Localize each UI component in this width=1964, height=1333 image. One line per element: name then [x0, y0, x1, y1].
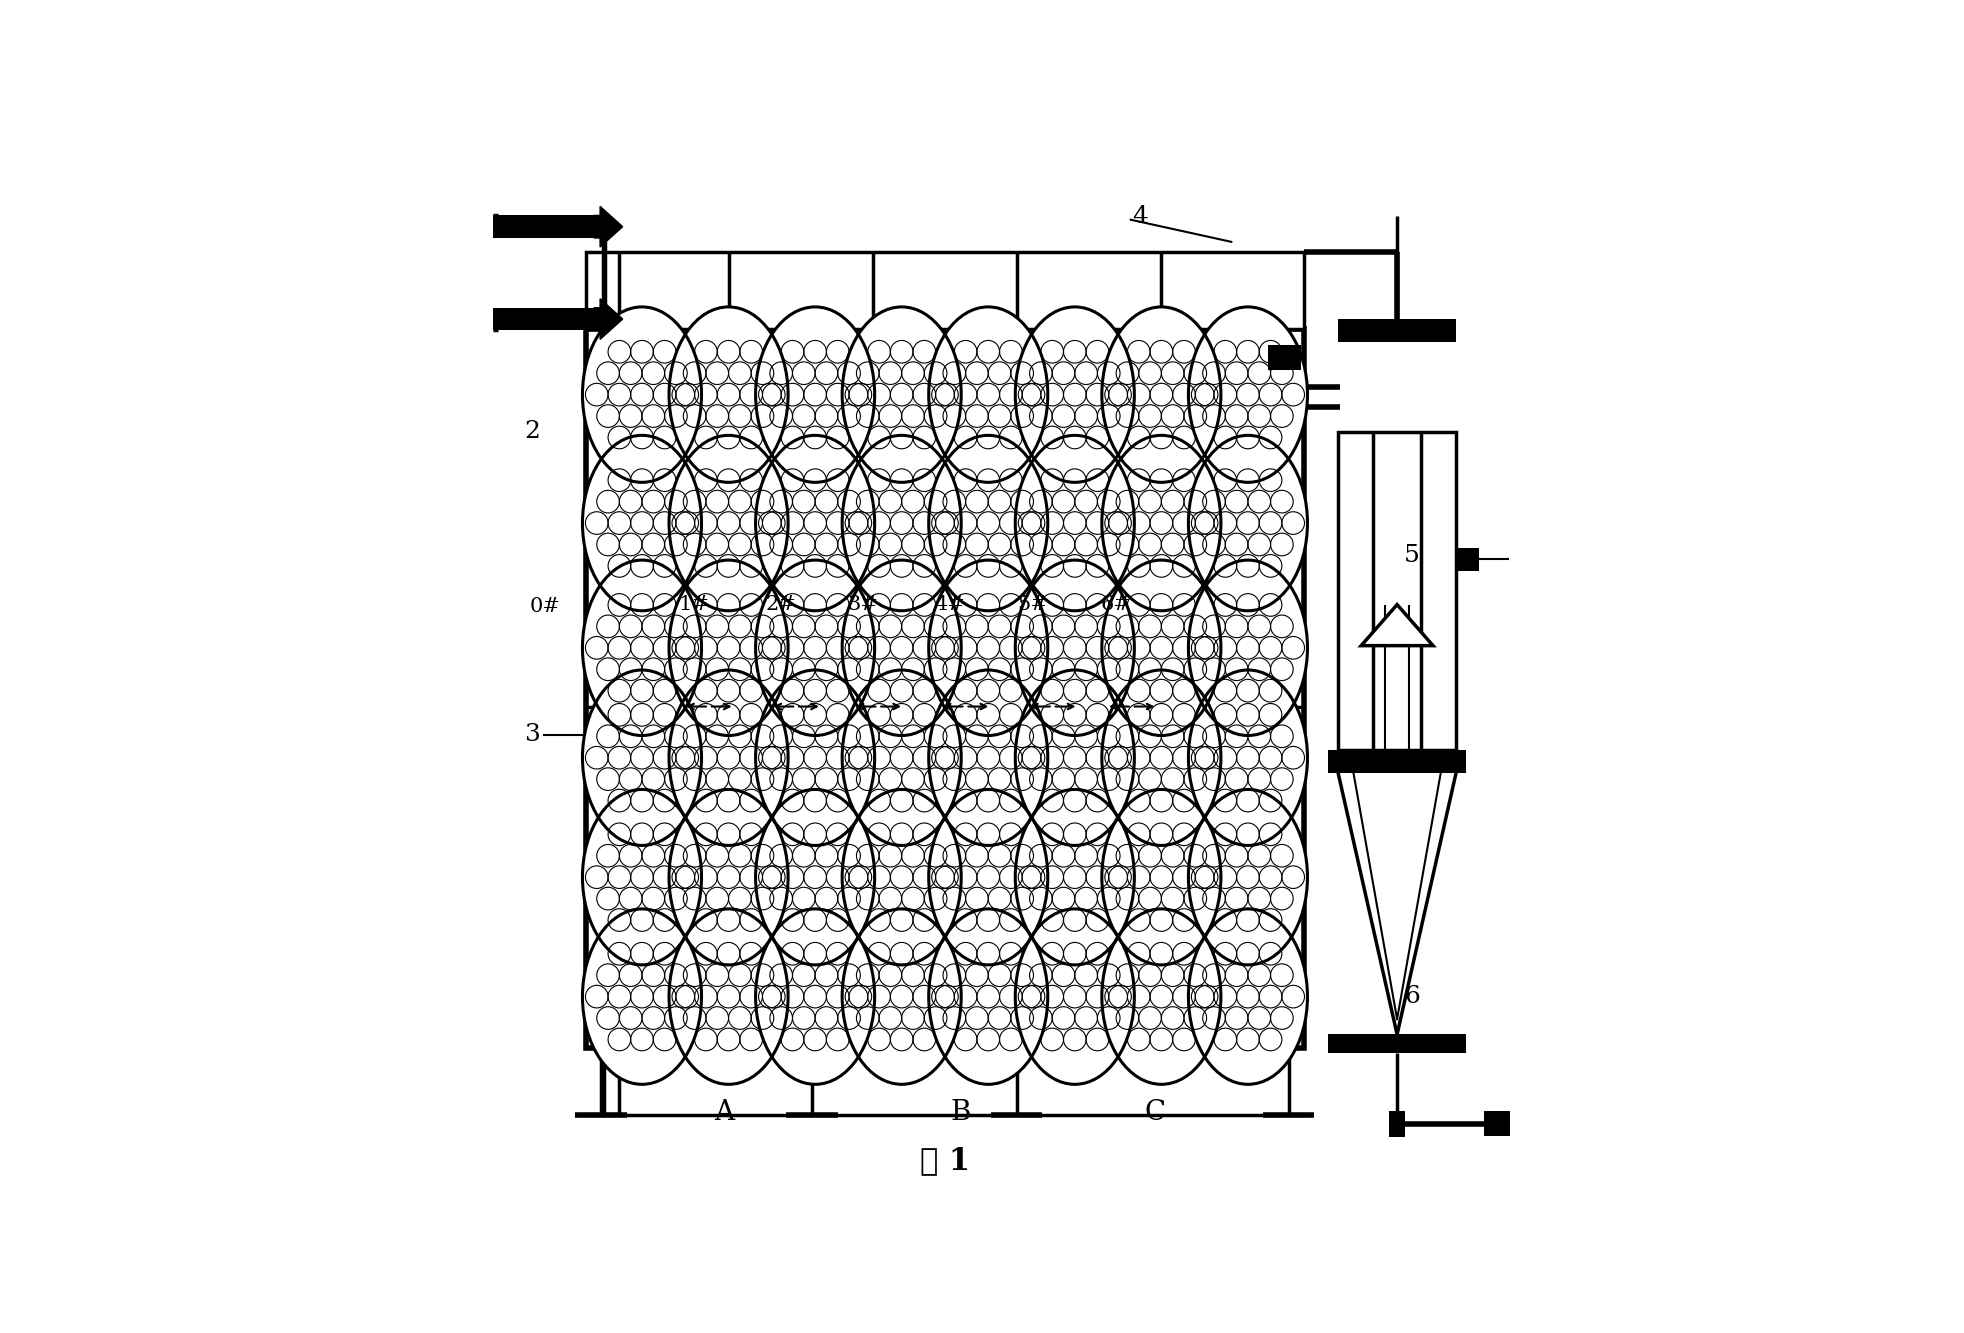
- Ellipse shape: [1188, 789, 1308, 965]
- Text: 6#: 6#: [1102, 595, 1131, 615]
- Text: 2: 2: [524, 420, 540, 444]
- Text: 5: 5: [1404, 544, 1420, 567]
- Text: 3: 3: [524, 724, 540, 746]
- Polygon shape: [1361, 605, 1434, 645]
- Ellipse shape: [756, 436, 874, 611]
- Text: 1: 1: [524, 308, 540, 331]
- Ellipse shape: [1015, 307, 1135, 483]
- Bar: [585, 329, 1304, 1048]
- Bar: [585, 252, 1304, 329]
- Ellipse shape: [670, 307, 788, 483]
- Ellipse shape: [583, 307, 701, 483]
- Bar: [1328, 750, 1467, 773]
- Text: C: C: [1145, 1098, 1167, 1126]
- Ellipse shape: [670, 670, 788, 845]
- Ellipse shape: [583, 436, 701, 611]
- Ellipse shape: [1102, 789, 1222, 965]
- FancyArrow shape: [593, 207, 623, 247]
- Ellipse shape: [929, 670, 1047, 845]
- Text: 3#: 3#: [846, 595, 878, 615]
- Ellipse shape: [670, 560, 788, 736]
- Ellipse shape: [1188, 307, 1308, 483]
- Ellipse shape: [929, 560, 1047, 736]
- Ellipse shape: [929, 909, 1047, 1084]
- Ellipse shape: [1102, 670, 1222, 845]
- Ellipse shape: [670, 789, 788, 965]
- Text: 图 1: 图 1: [919, 1145, 970, 1176]
- Ellipse shape: [1188, 670, 1308, 845]
- Text: 0#: 0#: [528, 597, 560, 616]
- Bar: [1485, 1112, 1510, 1136]
- Ellipse shape: [1188, 436, 1308, 611]
- Text: 2#: 2#: [766, 595, 795, 615]
- Bar: [1269, 345, 1300, 371]
- Ellipse shape: [756, 789, 874, 965]
- Ellipse shape: [1015, 670, 1135, 845]
- Text: 6: 6: [1404, 985, 1420, 1008]
- Text: 4#: 4#: [935, 595, 966, 615]
- Bar: [1337, 432, 1455, 750]
- Text: 4: 4: [1131, 205, 1147, 228]
- Ellipse shape: [670, 436, 788, 611]
- FancyArrow shape: [593, 299, 623, 340]
- Bar: [493, 216, 605, 239]
- Ellipse shape: [756, 670, 874, 845]
- Ellipse shape: [929, 789, 1047, 965]
- Bar: [1328, 1034, 1467, 1053]
- Ellipse shape: [583, 909, 701, 1084]
- Text: 1#: 1#: [678, 595, 709, 615]
- Ellipse shape: [843, 560, 960, 736]
- Ellipse shape: [843, 436, 960, 611]
- Ellipse shape: [583, 560, 701, 736]
- Ellipse shape: [1188, 909, 1308, 1084]
- Ellipse shape: [756, 560, 874, 736]
- Ellipse shape: [929, 436, 1047, 611]
- Ellipse shape: [843, 789, 960, 965]
- Ellipse shape: [929, 307, 1047, 483]
- Ellipse shape: [1102, 909, 1222, 1084]
- Bar: [1389, 1112, 1406, 1137]
- Ellipse shape: [1015, 789, 1135, 965]
- Ellipse shape: [756, 307, 874, 483]
- Bar: [1455, 548, 1479, 571]
- Ellipse shape: [843, 307, 960, 483]
- Ellipse shape: [1015, 436, 1135, 611]
- Ellipse shape: [583, 670, 701, 845]
- Text: A: A: [715, 1098, 735, 1126]
- Text: 5#: 5#: [1017, 595, 1047, 615]
- Ellipse shape: [1188, 560, 1308, 736]
- Ellipse shape: [756, 909, 874, 1084]
- Text: B: B: [951, 1098, 970, 1126]
- Bar: [1337, 319, 1455, 341]
- Ellipse shape: [843, 909, 960, 1084]
- Ellipse shape: [583, 789, 701, 965]
- Ellipse shape: [843, 670, 960, 845]
- Ellipse shape: [1015, 909, 1135, 1084]
- Ellipse shape: [670, 909, 788, 1084]
- Bar: [493, 308, 605, 331]
- Ellipse shape: [1015, 560, 1135, 736]
- Ellipse shape: [1102, 436, 1222, 611]
- Ellipse shape: [1102, 307, 1222, 483]
- Ellipse shape: [1102, 560, 1222, 736]
